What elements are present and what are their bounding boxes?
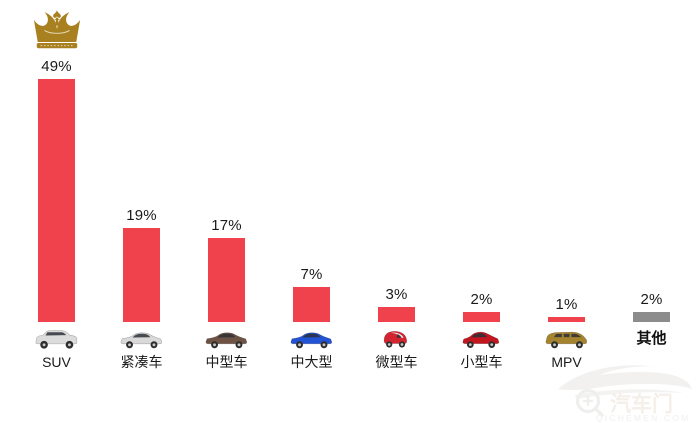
category-label: 中型车 [205,354,248,370]
value-label: 19% [126,207,157,224]
category-label: MPV [551,354,582,370]
compact-car-icon [119,328,165,350]
mid-large-car-icon [289,328,335,350]
car-icon-slot [99,326,184,352]
svg-text:♠: ♠ [52,6,61,24]
category-column-mid-large: 7% 中大型 [269,0,354,370]
value-label: 49% [41,58,72,75]
value-label: 17% [211,217,242,234]
category-label: 紧凑车 [120,354,163,370]
mpv-car-icon [544,328,590,350]
small-car-icon [461,328,502,350]
car-icon-slot [439,326,524,352]
car-icon-slot [269,326,354,352]
car-icon-slot [354,326,439,352]
bar-compact [123,228,160,322]
bar-stack: 2% [609,0,694,322]
bar-small [463,312,500,322]
watermark-logo: 汽车门 QICHEMEN.COM [558,365,692,423]
bar-stack: ♠ 49% [14,0,99,322]
bar-suv [38,79,75,322]
value-label: 1% [555,296,578,313]
bar-stack: 2% [439,0,524,322]
value-label: 7% [300,266,323,283]
value-label: 2% [470,291,493,308]
magnifier-icon [575,388,604,417]
category-column-mpv: 1% MPV [524,0,609,370]
category-label: 中大型 [290,354,333,370]
bar-stack: 19% [99,0,184,322]
category-column-micro: 3% 微型车 [354,0,439,370]
category-column-other: 2% 其他 [609,0,694,370]
category-label: 小型车 [460,354,503,370]
car-silhouette-icon [558,365,692,399]
bar-other [633,312,670,322]
bar-midsize [208,238,245,322]
category-label: 微型车 [375,354,418,370]
category-column-compact: 19% 紧凑车 [99,0,184,370]
bar-stack: 3% [354,0,439,322]
bar-stack: 17% [184,0,269,322]
car-icon-slot [184,326,269,352]
watermark-brand: 汽车门 [610,392,673,416]
category-column-suv: ♠ 49% SUV [14,0,99,370]
bar-micro [378,307,415,322]
category-label: SUV [42,354,71,370]
watermark-domain: QICHEMEN.COM [596,413,690,423]
bar-stack: 1% [524,0,609,322]
bar-mid-large [293,287,330,322]
bar-mpv [548,317,585,322]
category-column-small: 2% 小型车 [439,0,524,370]
suv-car-icon [34,328,80,350]
value-label: 3% [385,286,408,303]
value-label: 2% [640,291,663,308]
category-column-midsize: 17% 中型车 [184,0,269,370]
midsize-car-icon [204,328,250,350]
car-icon-slot [524,326,609,352]
car-icon-slot: 其他 [609,326,694,352]
crown-icon: ♠ [31,6,83,51]
bar-stack: 7% [269,0,354,322]
category-label-bold: 其他 [636,330,667,347]
micro-car-icon [381,328,412,350]
car-icon-slot [14,326,99,352]
chart-columns: ♠ 49% SUV 19% 紧凑车 17% 中型车 7% 中大型 3% 微型车 2% 小型车 1% MPV 2… [14,0,694,370]
